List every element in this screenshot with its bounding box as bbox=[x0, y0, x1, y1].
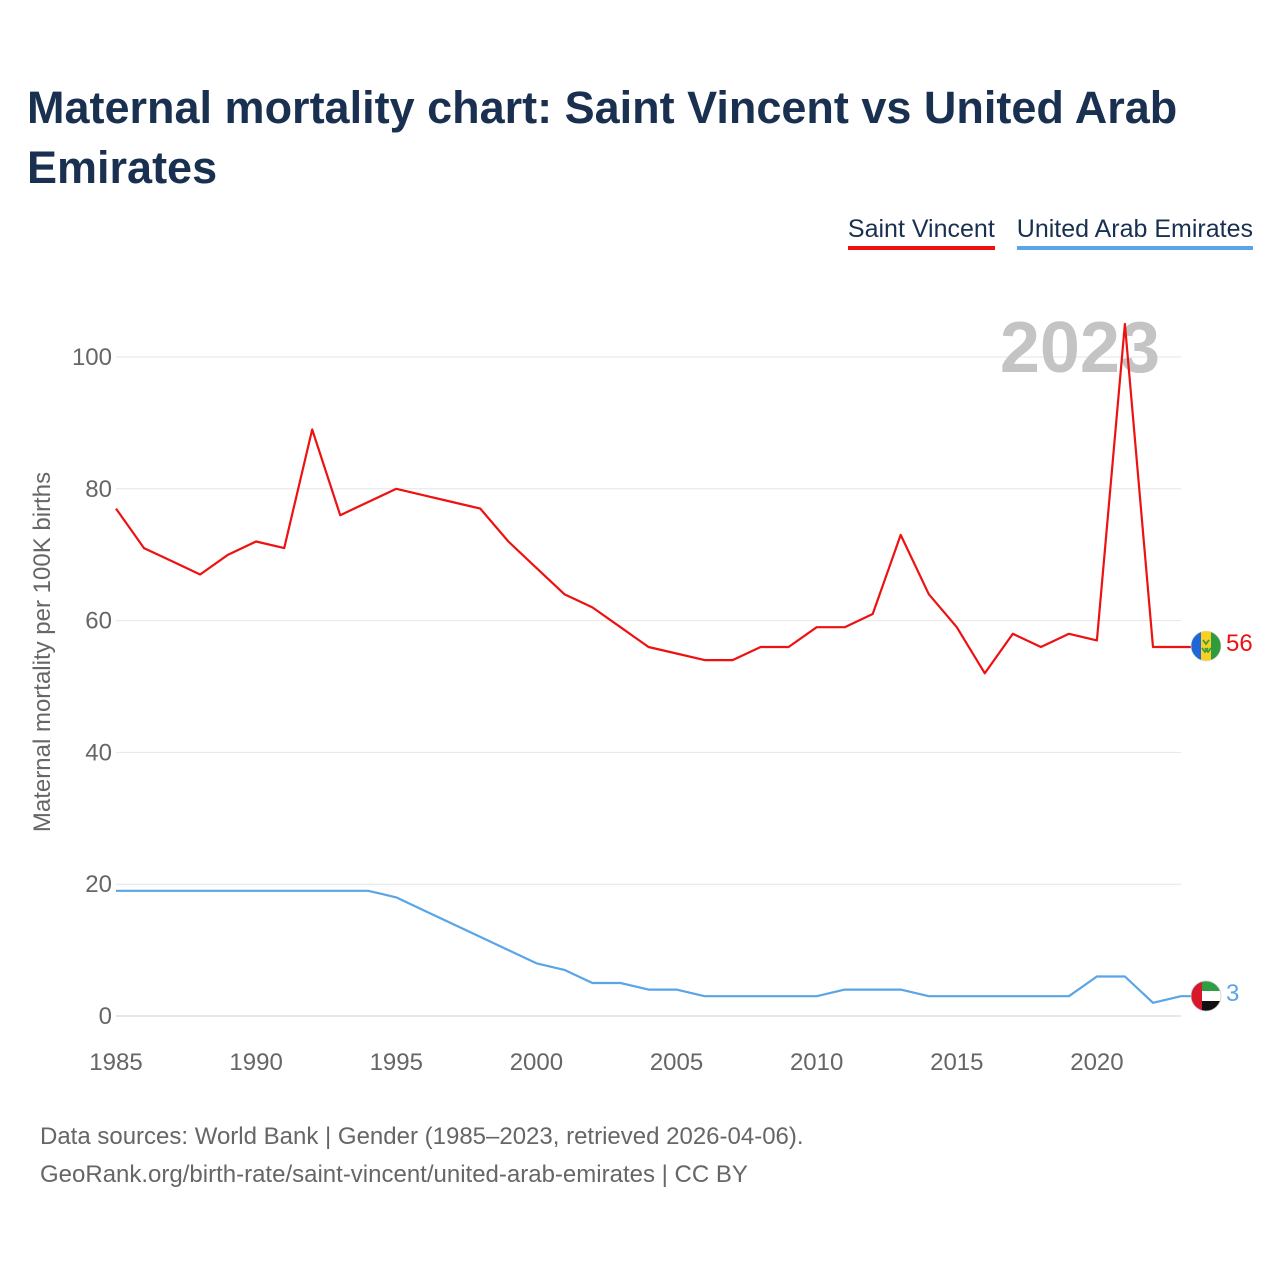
y-axis-label: Maternal mortality per 100K births bbox=[29, 472, 56, 832]
y-tick-label: 0 bbox=[99, 1003, 112, 1030]
series-lines bbox=[115, 322, 1191, 1004]
y-tick-label: 40 bbox=[85, 739, 112, 766]
x-tick-label: 1995 bbox=[370, 1049, 423, 1076]
y-tick-label: 60 bbox=[85, 608, 112, 635]
x-tick-label: 2020 bbox=[1070, 1049, 1123, 1076]
y-tick-label: 80 bbox=[85, 476, 112, 503]
legend: Saint Vincent United Arab Emirates bbox=[847, 214, 1253, 250]
y-tick-label: 100 bbox=[72, 344, 112, 371]
uae-series-line[interactable] bbox=[116, 889, 1191, 1004]
uae-flag-icon bbox=[1191, 981, 1221, 1011]
saint-vincent-flag-icon bbox=[1191, 631, 1221, 661]
x-tick-label: 1985 bbox=[89, 1049, 142, 1076]
end-value-saint-vincent: 56 bbox=[1226, 630, 1253, 657]
source-note: Data sources: World Bank | Gender (1985–… bbox=[40, 1123, 804, 1150]
end-value-uae: 3 bbox=[1226, 980, 1239, 1007]
legend-item-uae[interactable]: United Arab Emirates bbox=[1016, 214, 1253, 250]
y-tick-label: 20 bbox=[85, 871, 112, 898]
x-tick-label: 2000 bbox=[510, 1049, 563, 1076]
source-link[interactable]: GeoRank.org/birth-rate/saint-vincent/uni… bbox=[40, 1161, 748, 1188]
footer: Data sources: World Bank | Gender (1985–… bbox=[40, 1118, 804, 1194]
x-tick-label: 1990 bbox=[229, 1049, 282, 1076]
y-gridlines bbox=[116, 356, 1181, 1017]
saint-vincent-series-line[interactable] bbox=[115, 322, 1191, 675]
y-axis-ticks: 0 20 40 60 80 100 bbox=[72, 344, 112, 1030]
legend-item-saint-vincent[interactable]: Saint Vincent bbox=[847, 214, 995, 250]
year-overlay: 2023 bbox=[1000, 308, 1160, 388]
x-tick-label: 2010 bbox=[790, 1049, 843, 1076]
x-tick-label: 2015 bbox=[930, 1049, 983, 1076]
x-axis-ticks: 1985 1990 1995 2000 2005 2010 2015 2020 bbox=[89, 1049, 1123, 1076]
x-tick-label: 2005 bbox=[650, 1049, 703, 1076]
chart-title: Maternal mortality chart: Saint Vincent … bbox=[27, 82, 1178, 193]
